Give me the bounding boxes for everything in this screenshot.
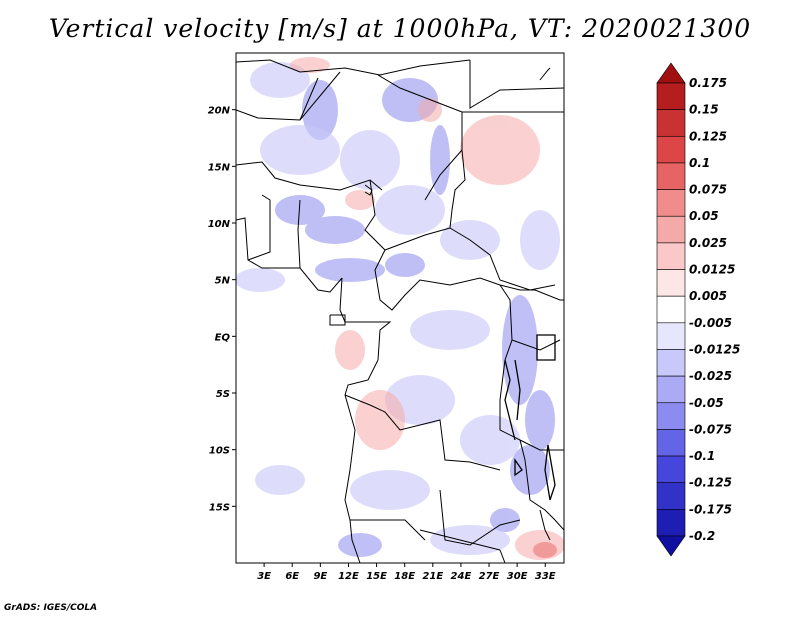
lon-tick-label: 33E — [535, 571, 556, 582]
lon-tick-label: 12E — [338, 571, 359, 582]
lon-tick-label: 6E — [285, 571, 299, 582]
colorbar-bin — [656, 109, 686, 137]
lat-tick-label: 5S — [216, 389, 230, 400]
colorbar-label: -0.125 — [689, 476, 732, 490]
lon-tick-label: 9E — [313, 571, 327, 582]
colorbar-label: -0.005 — [689, 316, 732, 330]
colorbar-label: -0.2 — [689, 529, 715, 543]
colorbar: 0.175 0.15 0.125 0.1 0.075 0.05 0.025 0.0125 0.0… — [656, 62, 740, 557]
colorbar-bin — [656, 242, 686, 270]
lat-tick-label: 5N — [215, 276, 231, 287]
colorbar-bin — [656, 269, 686, 297]
grads-credit: GrADS: IGES/COLA — [4, 603, 98, 613]
lon-tick-label: 15E — [366, 571, 387, 582]
lat-tick-label: 15N — [208, 162, 231, 173]
lon-tick-label: 27E — [479, 571, 500, 582]
colorbar-bin — [656, 482, 686, 510]
lon-tick-label: 24E — [451, 571, 472, 582]
colorbar-label: 0.125 — [689, 129, 727, 143]
colorbar-label: 0.005 — [689, 289, 727, 303]
colorbar-label: 0.025 — [689, 236, 727, 250]
colorbar-label: -0.175 — [689, 502, 732, 516]
colorbar-bin — [656, 455, 686, 484]
colorbar-bin — [656, 62, 686, 84]
colorbar-bin — [656, 215, 686, 244]
lat-tick-label: 10S — [209, 446, 230, 457]
colorbar-label: 0.175 — [689, 76, 727, 90]
colorbar-label: -0.075 — [689, 422, 732, 436]
colorbar-bin — [656, 322, 686, 350]
lat-tick-label: 20N — [208, 106, 231, 117]
colorbar-bin — [656, 189, 686, 217]
lon-tick-label: 18E — [394, 571, 415, 582]
lat-tick-label: 10N — [208, 219, 231, 230]
colorbar-label: 0.15 — [689, 103, 719, 117]
latitude-axis: 20N 15N 10N 5N EQ 5S 10S 15S — [208, 106, 236, 513]
colorbar-bin — [656, 82, 686, 110]
chart-title: Vertical velocity [m/s] at 1000hPa, VT: … — [48, 14, 752, 43]
colorbar-label: -0.1 — [689, 449, 715, 463]
colorbar-bin — [656, 162, 686, 190]
colorbar-label: 0.05 — [689, 209, 719, 223]
colorbar-bin — [656, 535, 686, 557]
vertical-velocity-field — [236, 57, 564, 563]
colorbar-label: 0.1 — [689, 156, 710, 170]
colorbar-bin — [656, 295, 686, 324]
colorbar-label: 0.075 — [689, 183, 727, 197]
map-frame — [235, 52, 565, 564]
lon-tick-label: 30E — [507, 571, 528, 582]
colorbar-label: -0.0125 — [689, 342, 740, 356]
lat-tick-label: 15S — [209, 502, 230, 513]
colorbar-label: 0.0125 — [689, 263, 735, 277]
lon-tick-label: 21E — [422, 571, 443, 582]
colorbar-bin — [656, 375, 686, 404]
colorbar-bin — [656, 402, 686, 430]
colorbar-bin — [656, 349, 686, 377]
colorbar-label: -0.025 — [689, 369, 732, 383]
lat-tick-label: EQ — [215, 332, 231, 343]
longitude-axis: 3E 6E 9E 12E 15E 18E 21E 24E 27E 30E 33E — [257, 563, 556, 582]
colorbar-bin — [656, 429, 686, 457]
lon-tick-label: 3E — [257, 571, 271, 582]
colorbar-bin — [656, 509, 686, 537]
colorbar-bin — [656, 135, 686, 164]
colorbar-label: -0.05 — [689, 396, 724, 410]
